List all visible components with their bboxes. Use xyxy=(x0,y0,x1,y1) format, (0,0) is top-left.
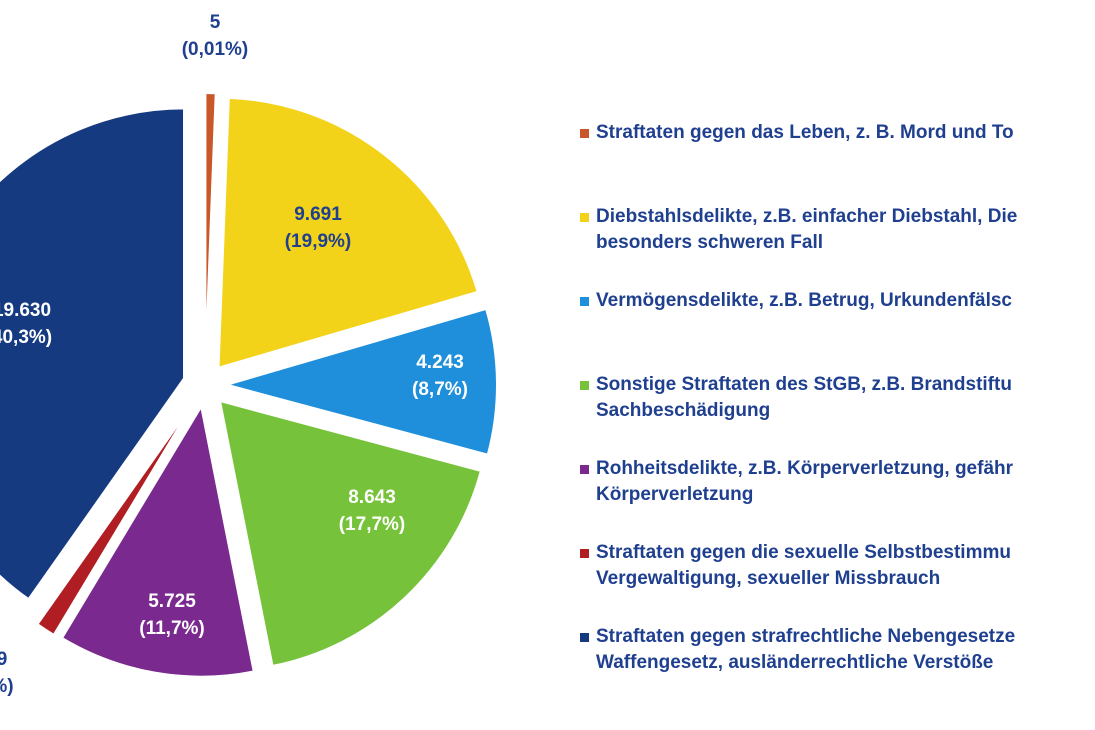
pie-slices xyxy=(0,92,498,678)
slice-value-label: 8.643 xyxy=(348,487,396,508)
legend-label: Straftaten gegen strafrechtliche Nebenge… xyxy=(596,624,1015,676)
slice-value-label: 9 xyxy=(0,649,7,670)
slice-value-label: 5.725 xyxy=(148,591,196,612)
legend-label: Diebstahlsdelikte, z.B. einfacher Diebst… xyxy=(596,204,1017,256)
legend-label-line1: Vermögensdelikte, z.B. Betrug, Urkundenf… xyxy=(596,290,1012,311)
legend-label-line2: besonders schweren Fall xyxy=(596,232,824,253)
legend-label-line1: Rohheitsdelikte, z.B. Körperverletzung, … xyxy=(596,458,1014,479)
legend-label: Straftaten gegen das Leben, z. B. Mord u… xyxy=(596,120,1014,146)
legend-label: Rohheitsdelikte, z.B. Körperverletzung, … xyxy=(596,456,1013,508)
legend-swatch xyxy=(580,465,589,474)
slice-percent-label: 40,3%) xyxy=(0,327,52,348)
legend-label-line1: Diebstahlsdelikte, z.B. einfacher Diebst… xyxy=(596,206,1018,227)
legend-label: Straftaten gegen die sexuelle Selbstbest… xyxy=(596,540,1011,592)
legend-label: Vermögensdelikte, z.B. Betrug, Urkundenf… xyxy=(596,288,1012,314)
slice-value-label: 19.630 xyxy=(0,300,51,321)
legend-label-line1: Sonstige Straftaten des StGB, z.B. Brand… xyxy=(596,374,1012,395)
legend-label-line2: Vergewaltigung, sexueller Missbrauch xyxy=(596,568,941,589)
slice-percent-label: (19,9%) xyxy=(285,231,352,252)
slice-value-label: 5 xyxy=(210,12,221,33)
pie-slice xyxy=(223,307,498,456)
legend-swatch xyxy=(580,297,589,306)
legend-swatch xyxy=(580,549,589,558)
pie-labels: 5 (0,01%) 9.691 (19,9%) 4.243 (8,7%) 8.643 (17,… xyxy=(0,12,468,697)
pie-slice xyxy=(0,107,186,601)
pie-slice xyxy=(60,403,255,678)
slice-percent-label: %) xyxy=(0,676,14,697)
slice-percent-label: (8,7%) xyxy=(412,379,468,400)
slice-percent-label: (11,7%) xyxy=(139,618,204,639)
legend-label-line2: Waffengesetz, ausländerrechtliche Verstö… xyxy=(596,652,994,673)
legend-swatch xyxy=(580,381,589,390)
legend-label-line1: Straftaten gegen strafrechtliche Nebenge… xyxy=(596,626,1016,647)
slice-percent-label: (17,7%) xyxy=(339,514,406,535)
pie-slice xyxy=(36,402,194,637)
slice-percent-label: (0,01%) xyxy=(182,39,249,60)
legend-swatch xyxy=(580,633,589,642)
slice-value-label: 9.691 xyxy=(294,204,342,225)
legend-swatch xyxy=(580,213,589,222)
legend-label-line2: Körperverletzung xyxy=(596,484,754,505)
legend-label-line2: Sachbeschädigung xyxy=(596,400,771,421)
slice-value-label: 4.243 xyxy=(416,352,464,373)
pie-slice xyxy=(218,399,483,668)
legend-label-line1: Straftaten gegen die sexuelle Selbstbest… xyxy=(596,542,1011,563)
legend-label-line1: Straftaten gegen das Leben, z. B. Mord u… xyxy=(596,122,1014,143)
pie-slice xyxy=(217,96,479,369)
legend-swatch xyxy=(580,129,589,138)
legend-label: Sonstige Straftaten des StGB, z.B. Brand… xyxy=(596,372,1012,424)
pie-slice xyxy=(204,92,217,364)
